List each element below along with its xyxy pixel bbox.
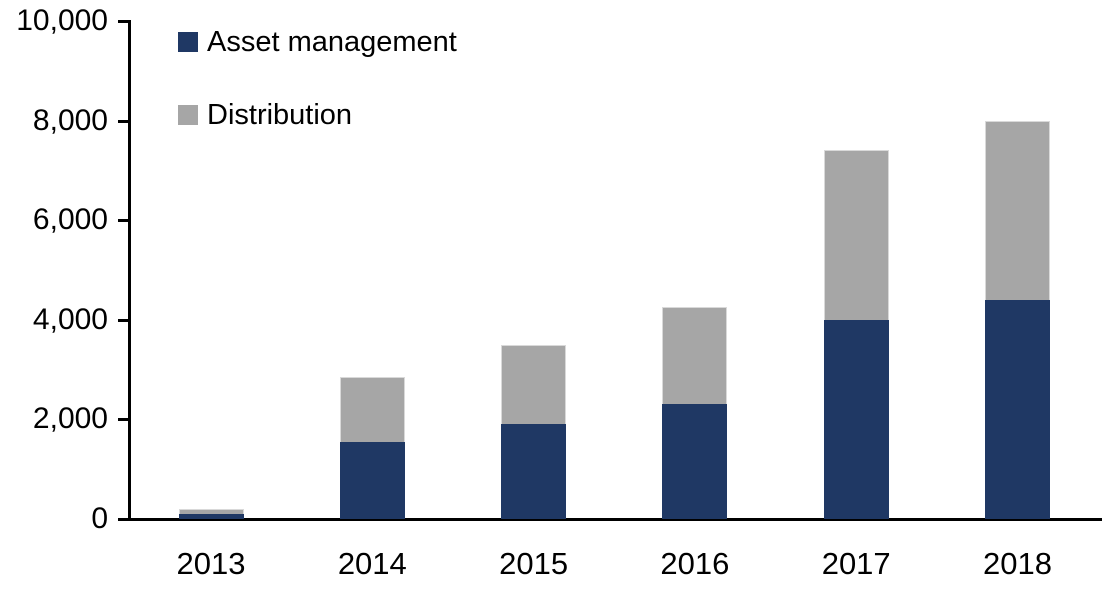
bar-2015-asset-management bbox=[501, 424, 567, 519]
bar-2013 bbox=[178, 0, 244, 519]
x-axis bbox=[128, 518, 1102, 521]
bar-2015-distribution bbox=[501, 344, 567, 425]
x-axis-label-2015: 2015 bbox=[499, 546, 569, 581]
x-axis-label-2014: 2014 bbox=[337, 546, 407, 581]
bar-2013-asset-management bbox=[178, 514, 244, 519]
bar-2017-asset-management bbox=[823, 319, 889, 519]
bar-2016-asset-management bbox=[662, 404, 728, 519]
bar-2017-distribution bbox=[823, 150, 889, 320]
bar-2016-distribution bbox=[662, 307, 728, 405]
y-axis bbox=[128, 20, 131, 521]
bar-2014-distribution bbox=[339, 377, 405, 442]
bar-2018 bbox=[985, 0, 1050, 519]
bar-2014 bbox=[339, 0, 405, 519]
y-axis-label-8000: 8,000 bbox=[32, 103, 108, 137]
bar-2013-distribution bbox=[178, 509, 244, 514]
bar-2014-asset-management bbox=[339, 441, 405, 519]
y-axis-label-0: 0 bbox=[91, 502, 108, 535]
legend-label-asset-management: Asset management bbox=[207, 26, 457, 58]
y-axis-label-2000: 2,000 bbox=[32, 402, 108, 436]
y-axis-tick bbox=[118, 20, 129, 23]
x-axis-label-2013: 2013 bbox=[176, 546, 246, 581]
legend-label-distribution: Distribution bbox=[207, 99, 353, 131]
bar-2016 bbox=[662, 0, 728, 519]
y-axis-tick bbox=[118, 518, 129, 521]
legend-item-distribution: Distribution bbox=[178, 100, 352, 130]
bar-2018-distribution bbox=[985, 120, 1050, 300]
y-axis-tick bbox=[118, 119, 129, 123]
distribution-swatch-icon bbox=[178, 105, 198, 125]
x-axis-label-2018: 2018 bbox=[983, 546, 1052, 581]
y-axis-label-10000: 10,000 bbox=[16, 4, 108, 37]
y-axis-tick bbox=[118, 418, 129, 422]
x-axis-label-2016: 2016 bbox=[660, 546, 730, 581]
bar-2017 bbox=[823, 0, 889, 519]
asset-management-swatch-icon bbox=[178, 32, 198, 52]
bar-2018-asset-management bbox=[985, 299, 1050, 519]
y-axis-label-6000: 6,000 bbox=[32, 203, 108, 237]
legend-item-asset-management: Asset management bbox=[178, 27, 457, 57]
y-axis-label-4000: 4,000 bbox=[32, 302, 108, 336]
x-axis-label-2017: 2017 bbox=[821, 546, 891, 581]
y-axis-tick bbox=[118, 318, 129, 322]
bar-2015 bbox=[501, 0, 567, 519]
y-axis-tick bbox=[118, 219, 129, 223]
